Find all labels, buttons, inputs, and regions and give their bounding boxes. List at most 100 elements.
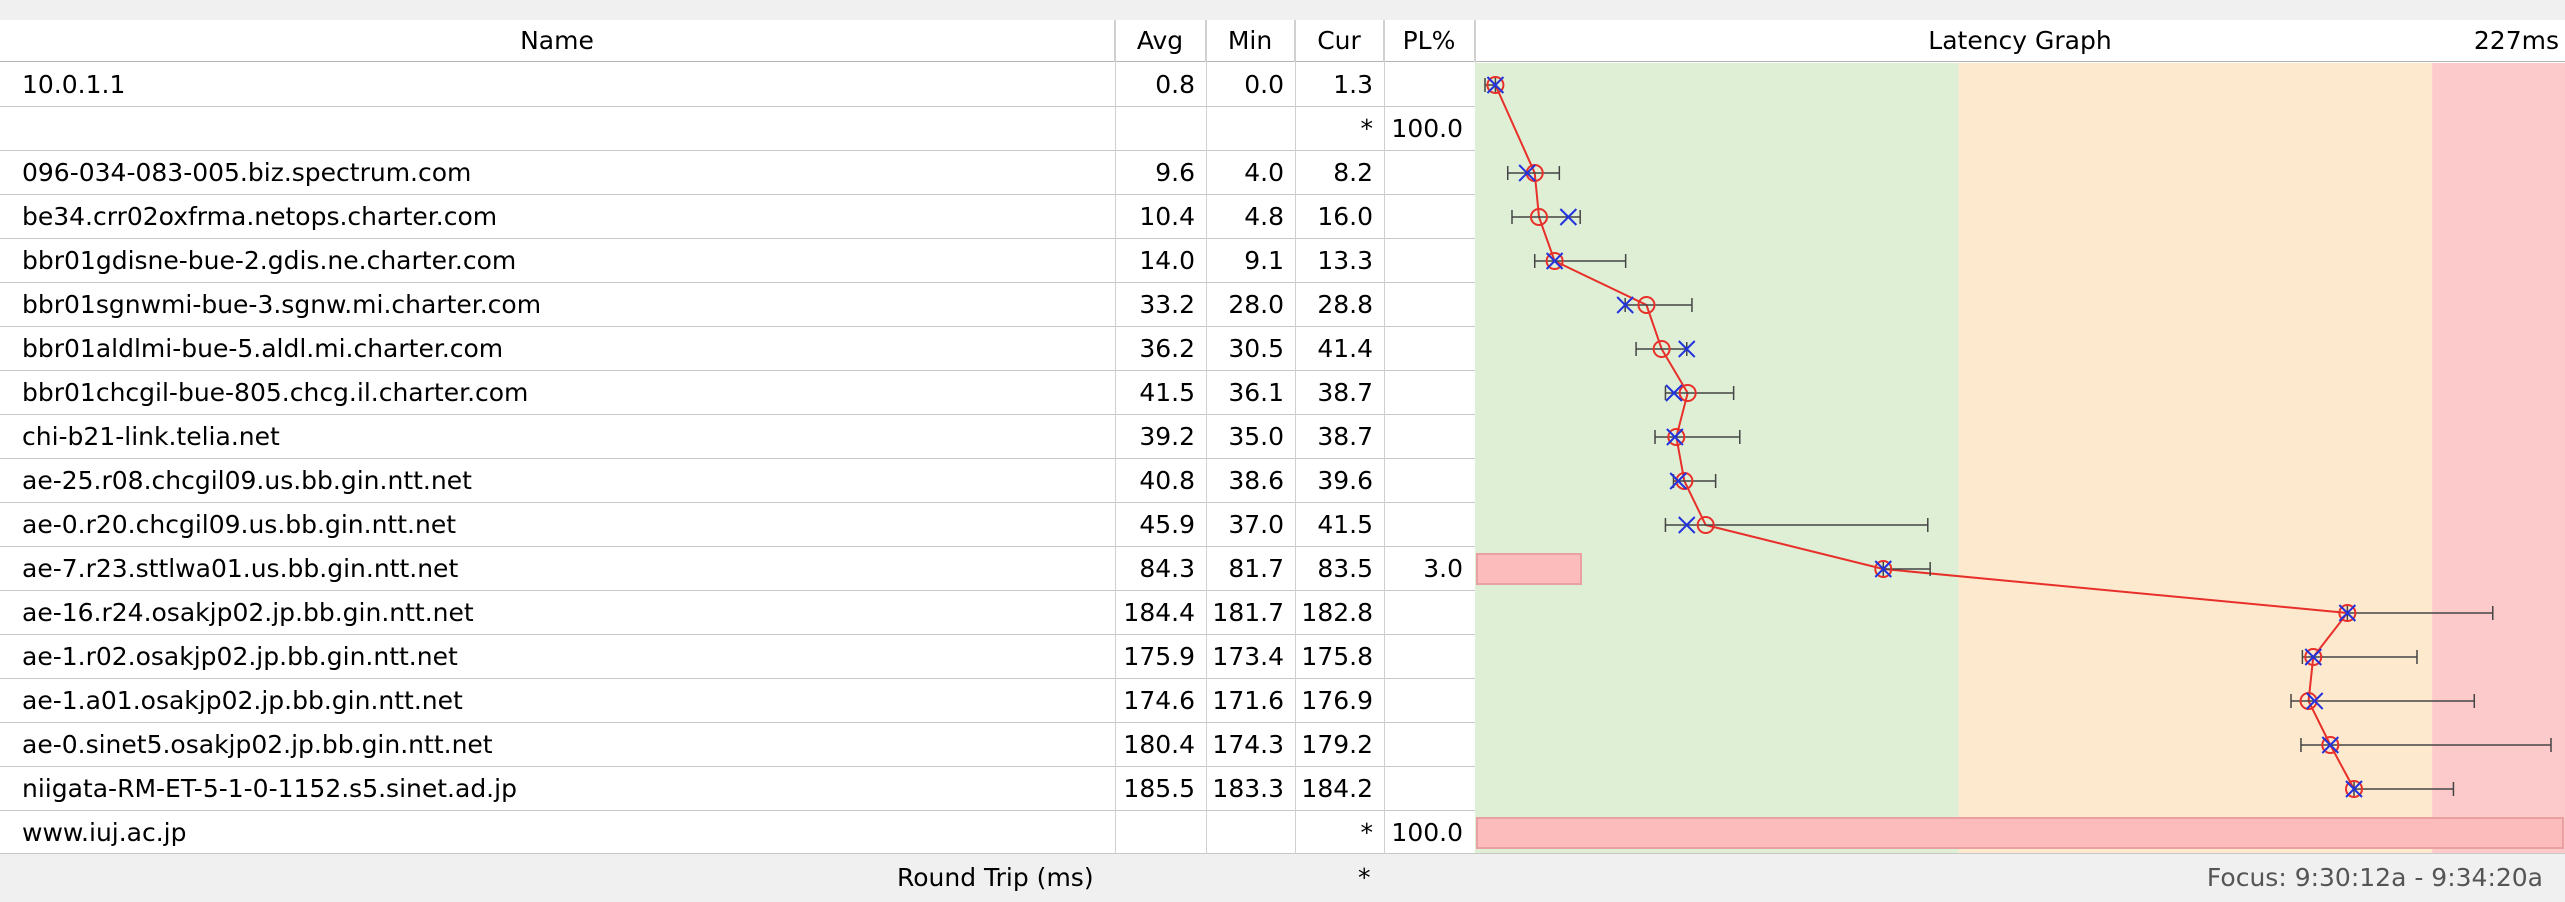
column-header-avg[interactable]: Avg bbox=[1115, 20, 1206, 62]
hop-row[interactable]: niigata-RM-ET-5-1-0-1152.s5.sinet.ad.jp 1… bbox=[0, 767, 1475, 811]
hop-hostname: 096-034-083-005.biz.spectrum.com bbox=[22, 158, 472, 187]
hop-cur-value: * bbox=[1360, 818, 1374, 847]
hop-min-value: 37.0 bbox=[1228, 510, 1284, 539]
hop-hostname: bbr01gdisne-bue-2.gdis.ne.charter.com bbox=[22, 246, 517, 275]
column-header-min[interactable]: Min bbox=[1206, 20, 1295, 62]
hop-min-value: 171.6 bbox=[1212, 686, 1284, 715]
hop-avg-value: 14.0 bbox=[1139, 246, 1195, 275]
hop-min-value: 173.4 bbox=[1212, 642, 1284, 671]
hop-row[interactable]: bbr01gdisne-bue-2.gdis.ne.charter.com 14.… bbox=[0, 239, 1475, 283]
hop-row[interactable]: bbr01sgnwmi-bue-3.sgnw.mi.charter.com 33.… bbox=[0, 283, 1475, 327]
hop-cur-value: * bbox=[1360, 114, 1374, 143]
hop-pl-value: 3.0 bbox=[1423, 554, 1463, 583]
average-latency-marker bbox=[1675, 472, 1694, 490]
current-latency-marker bbox=[2304, 648, 2322, 666]
current-latency-marker bbox=[1559, 208, 1578, 226]
hop-min-value: 183.3 bbox=[1212, 774, 1284, 803]
hop-hostname: bbr01sgnwmi-bue-3.sgnw.mi.charter.com bbox=[22, 290, 542, 319]
hop-hostname: ae-7.r23.sttlwa01.us.bb.gin.ntt.net bbox=[22, 554, 459, 583]
hop-avg-value: 9.6 bbox=[1155, 158, 1195, 187]
hop-row[interactable]: ae-7.r23.sttlwa01.us.bb.gin.ntt.net 84.3 8… bbox=[0, 547, 1475, 591]
hop-min-value: 38.6 bbox=[1228, 466, 1284, 495]
hop-row[interactable]: ae-0.sinet5.osakjp02.jp.bb.gin.ntt.net 18… bbox=[0, 723, 1475, 767]
current-latency-marker bbox=[2305, 692, 2324, 710]
hop-hostname: ae-1.a01.osakjp02.jp.bb.gin.ntt.net bbox=[22, 686, 463, 715]
column-header-latency-graph[interactable]: Latency Graph 227ms bbox=[1475, 20, 2565, 62]
average-latency-marker bbox=[1637, 296, 1656, 314]
hop-row[interactable]: bbr01aldlmi-bue-5.aldl.mi.charter.com 36.… bbox=[0, 327, 1475, 371]
column-divider bbox=[1115, 20, 1116, 853]
hop-avg-value: 184.4 bbox=[1123, 598, 1195, 627]
status-bar: Round Trip (ms) * Focus: 9:30:12a - 9:34… bbox=[0, 853, 2565, 902]
hop-hostname: ae-1.r02.osakjp02.jp.bb.gin.ntt.net bbox=[22, 642, 458, 671]
hop-row[interactable]: * 100.0 bbox=[0, 107, 1475, 151]
current-latency-marker bbox=[1616, 296, 1634, 314]
hop-cur-value: 16.0 bbox=[1317, 202, 1373, 231]
hop-cur-value: 39.6 bbox=[1317, 466, 1373, 495]
hop-cur-value: 41.5 bbox=[1317, 510, 1373, 539]
table-header: Name Avg Min Cur PL% Latency Graph 227ms bbox=[0, 20, 2565, 62]
hop-row[interactable]: chi-b21-link.telia.net 39.2 35.0 38.7 bbox=[0, 415, 1475, 459]
hop-cur-value: 41.4 bbox=[1317, 334, 1373, 363]
average-latency-marker bbox=[2321, 736, 2340, 754]
current-latency-marker bbox=[1486, 76, 1505, 94]
current-latency-marker bbox=[1874, 560, 1892, 578]
graph-scale-label: 227ms bbox=[2473, 26, 2559, 55]
hop-avg-value: 41.5 bbox=[1139, 378, 1195, 407]
hop-min-value: 28.0 bbox=[1228, 290, 1284, 319]
hop-row[interactable]: bbr01chcgil-bue-805.chcg.il.charter.com 4… bbox=[0, 371, 1475, 415]
hop-cur-value: 8.2 bbox=[1333, 158, 1373, 187]
hop-row[interactable]: ae-1.a01.osakjp02.jp.bb.gin.ntt.net 174.6… bbox=[0, 679, 1475, 723]
hop-cur-value: 176.9 bbox=[1301, 686, 1373, 715]
hop-row[interactable]: ae-25.r08.chcgil09.us.bb.gin.ntt.net 40.8… bbox=[0, 459, 1475, 503]
hop-hostname: bbr01aldlmi-bue-5.aldl.mi.charter.com bbox=[22, 334, 504, 363]
average-latency-marker bbox=[1678, 384, 1697, 402]
hop-avg-value: 39.2 bbox=[1139, 422, 1195, 451]
hop-min-value: 174.3 bbox=[1212, 730, 1284, 759]
hop-avg-value: 0.8 bbox=[1155, 70, 1195, 99]
hop-min-value: 9.1 bbox=[1244, 246, 1284, 275]
hop-avg-value: 175.9 bbox=[1123, 642, 1195, 671]
hop-row[interactable]: ae-0.r20.chcgil09.us.bb.gin.ntt.net 45.9 3… bbox=[0, 503, 1475, 547]
footer-star: * bbox=[1358, 863, 1371, 892]
hop-hostname: niigata-RM-ET-5-1-0-1152.s5.sinet.ad.jp bbox=[22, 774, 517, 803]
hop-row[interactable]: ae-16.r24.osakjp02.jp.bb.gin.ntt.net 184.… bbox=[0, 591, 1475, 635]
hop-pl-value: 100.0 bbox=[1391, 114, 1463, 143]
current-latency-marker bbox=[2338, 604, 2357, 622]
hop-row[interactable]: 096-034-083-005.biz.spectrum.com 9.6 4.0 8.… bbox=[0, 151, 1475, 195]
average-latency-marker bbox=[2304, 648, 2323, 666]
latency-graph bbox=[1475, 63, 2565, 853]
average-latency-marker bbox=[1652, 340, 1671, 358]
hop-cur-value: 184.2 bbox=[1301, 774, 1373, 803]
hop-avg-value: 36.2 bbox=[1139, 334, 1195, 363]
hop-cur-value: 83.5 bbox=[1317, 554, 1373, 583]
hop-row[interactable]: ae-1.r02.osakjp02.jp.bb.gin.ntt.net 175.9… bbox=[0, 635, 1475, 679]
hop-min-value: 81.7 bbox=[1228, 554, 1284, 583]
hop-row[interactable]: 10.0.1.1 0.8 0.0 1.3 bbox=[0, 63, 1475, 107]
latency-zone bbox=[1958, 63, 2433, 853]
current-latency-marker bbox=[1518, 164, 1536, 182]
hop-hostname: ae-0.sinet5.osakjp02.jp.bb.gin.ntt.net bbox=[22, 730, 493, 759]
packet-loss-bar bbox=[1476, 553, 1582, 585]
hop-avg-value: 84.3 bbox=[1139, 554, 1195, 583]
focus-time-range: Focus: 9:30:12a - 9:34:20a bbox=[2206, 863, 2543, 892]
hop-row[interactable]: be34.crr02oxfrma.netops.charter.com 10.4 4… bbox=[0, 195, 1475, 239]
hop-cur-value: 175.8 bbox=[1301, 642, 1373, 671]
toolbar-strip bbox=[0, 0, 2565, 21]
hop-hostname: chi-b21-link.telia.net bbox=[22, 422, 280, 451]
column-header-name[interactable]: Name bbox=[0, 20, 1115, 62]
hop-min-value: 0.0 bbox=[1244, 70, 1284, 99]
hop-min-value: 4.8 bbox=[1244, 202, 1284, 231]
hop-cur-value: 28.8 bbox=[1317, 290, 1373, 319]
hop-hostname: ae-16.r24.osakjp02.jp.bb.gin.ntt.net bbox=[22, 598, 474, 627]
column-header-cur[interactable]: Cur bbox=[1295, 20, 1384, 62]
hop-min-value: 4.0 bbox=[1244, 158, 1284, 187]
average-latency-marker bbox=[2338, 604, 2357, 622]
hop-row[interactable]: www.iuj.ac.jp * 100.0 bbox=[0, 811, 1475, 855]
average-latency-marker bbox=[2344, 780, 2363, 798]
column-header-pl[interactable]: PL% bbox=[1384, 20, 1475, 62]
average-latency-marker bbox=[1696, 516, 1715, 534]
current-latency-marker bbox=[1678, 340, 1696, 358]
average-latency-marker bbox=[1545, 252, 1564, 270]
